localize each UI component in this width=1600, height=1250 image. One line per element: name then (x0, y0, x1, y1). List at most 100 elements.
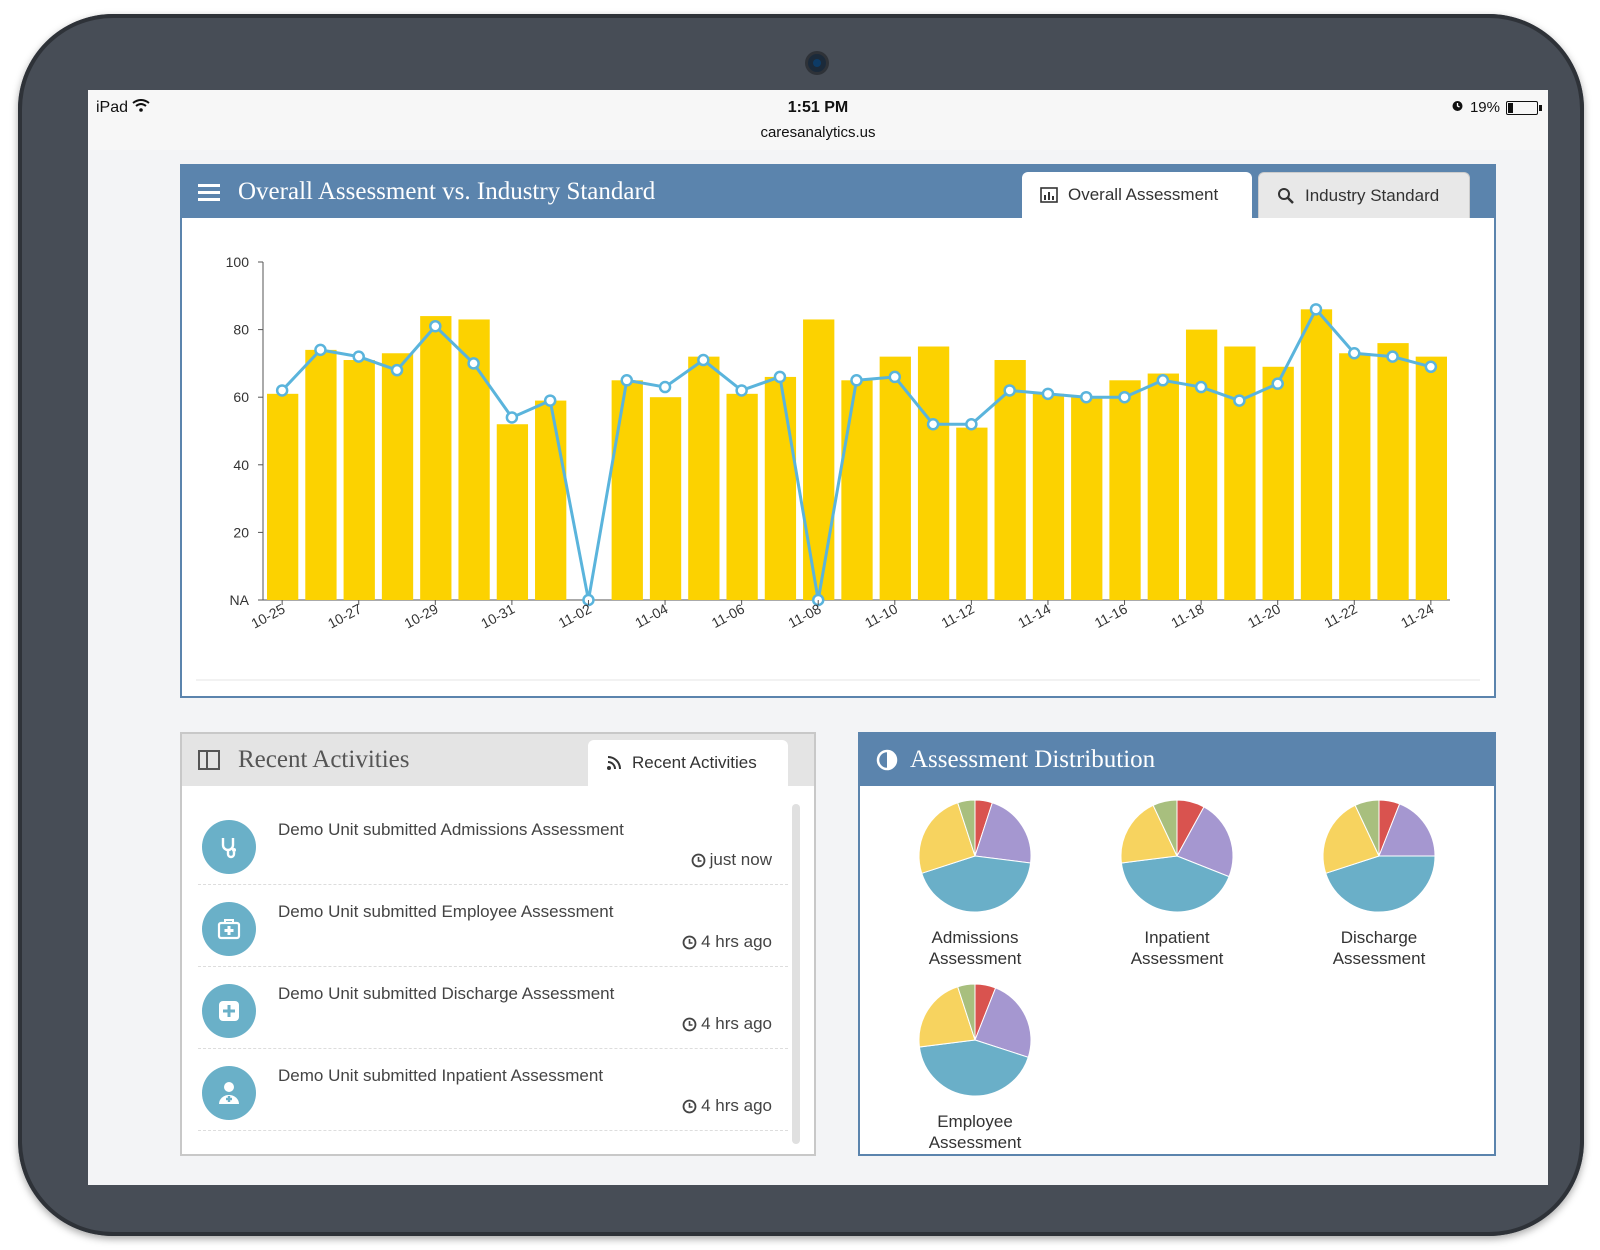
recent-activities-panel: Recent Activities Recent Activities Demo… (180, 732, 816, 1156)
line-point (1079, 390, 1093, 404)
bar (803, 319, 835, 600)
pie-label-line2: Assessment (1332, 949, 1426, 968)
pie-label-line1: Employee (937, 1112, 1013, 1131)
device-label: iPad (96, 99, 129, 117)
pie-slice (974, 802, 1032, 864)
line-point (658, 380, 672, 394)
bar (1377, 343, 1409, 600)
activity-time: 4 hrs ago (682, 1014, 772, 1034)
bar (343, 360, 375, 600)
bar (841, 380, 873, 600)
line-point (1386, 350, 1399, 363)
tab-label: Industry Standard (1305, 185, 1440, 205)
x-tick-label: 10-31 (478, 600, 517, 631)
activities-scrollbar[interactable] (792, 804, 800, 1144)
x-tick-label: 10-27 (325, 600, 364, 631)
line-point (275, 384, 289, 397)
line-point (1041, 387, 1055, 401)
line-point (1348, 347, 1361, 360)
bar (305, 349, 337, 600)
tab-overall-assessment[interactable]: Overall Assessment (1022, 172, 1252, 218)
activity-text: Demo Unit submitted Admissions Assessmen… (278, 820, 624, 839)
columns-icon (198, 750, 220, 770)
activity-time-label: 4 hrs ago (701, 1096, 772, 1115)
pie-label-line2: Assessment (1130, 949, 1224, 968)
line-point (543, 394, 557, 407)
activity-time: 4 hrs ago (682, 1096, 772, 1116)
panel-title: Overall Assessment vs. Industry Standard (238, 178, 656, 205)
activity-item[interactable]: Demo Unit submitted Inpatient Assessment… (198, 1048, 788, 1131)
pie-label-line2: Assessment (928, 949, 1022, 968)
activity-time: 4 hrs ago (682, 932, 772, 952)
pie-discharge[interactable]: Discharge Assessment (1279, 798, 1479, 969)
url-bar[interactable]: caresanalytics.us (760, 124, 876, 141)
bar (726, 393, 758, 600)
rss-icon (607, 756, 621, 770)
menu-icon[interactable] (198, 182, 220, 202)
panel-header: Overall Assessment vs. Industry Standard… (182, 166, 1494, 218)
x-tick-label: 11-20 (1245, 600, 1283, 631)
activity-time-label: just now (709, 850, 772, 869)
bar (267, 393, 299, 600)
pie-slice (957, 799, 976, 857)
x-tick-label: 10-29 (402, 600, 441, 631)
tab-industry-standard[interactable]: Industry Standard (1258, 172, 1470, 218)
panel-header: Assessment Distribution (860, 734, 1494, 786)
activity-item[interactable]: Demo Unit submitted Discharge Assessment… (198, 966, 788, 1049)
line-point (1194, 380, 1208, 394)
y-tick-label: 100 (226, 254, 250, 270)
activity-text: Demo Unit submitted Discharge Assessment (278, 984, 615, 1003)
search-icon (1278, 187, 1294, 204)
pie-slice (918, 1039, 1029, 1097)
line-point (352, 350, 365, 363)
pie-label-line1: Admissions (931, 928, 1019, 947)
bar (496, 424, 529, 600)
adjust-icon (876, 749, 898, 771)
pie-employee[interactable]: Employee Assessment (875, 982, 1075, 1153)
pie-slice (918, 802, 976, 874)
pie-admissions[interactable]: Admissions Assessment (875, 798, 1075, 969)
bar (1224, 346, 1256, 600)
activity-text: Demo Unit submitted Employee Assessment (278, 902, 614, 921)
plus-square-icon (202, 984, 256, 1038)
pie-label: Discharge Assessment (1279, 927, 1479, 969)
alarm-icon (1451, 99, 1464, 116)
pie-chart (1322, 799, 1436, 913)
tab-recent-activities[interactable]: Recent Activities (588, 740, 788, 786)
line-point (697, 353, 710, 367)
bar (688, 356, 720, 600)
clock-icon (682, 935, 697, 949)
bar (611, 380, 643, 600)
panel-header: Recent Activities Recent Activities (182, 734, 814, 786)
activity-item[interactable]: Demo Unit submitted Admissions Assessmen… (198, 802, 788, 885)
line-point (1233, 394, 1246, 407)
pie-slice (957, 983, 976, 1041)
assessment-bar-chart: NA 20 40 60 80 100 10-25 10-27 10-29 10-31 11-02 11… (196, 254, 1480, 681)
bar (1339, 353, 1371, 600)
bar (1262, 366, 1294, 600)
activity-text: Demo Unit submitted Inpatient Assessment (278, 1066, 604, 1085)
activity-item[interactable]: Demo Unit submitted Employee Assessment … (198, 884, 788, 967)
pie-chart (1120, 799, 1234, 913)
y-tick-label: NA (230, 592, 250, 608)
x-tick-label: 11-10 (862, 600, 900, 631)
y-tick-label: 20 (233, 524, 249, 540)
x-tick-label: 11-24 (1398, 600, 1436, 631)
pie-label: Employee Assessment (875, 1111, 1075, 1153)
line-point (1424, 360, 1438, 374)
pie-inpatient[interactable]: Inpatient Assessment (1077, 798, 1277, 969)
line-point (1003, 384, 1016, 397)
line-point (620, 374, 634, 387)
bar (1109, 380, 1141, 600)
bar (535, 400, 567, 600)
line-point (314, 343, 327, 357)
pie-chart (918, 983, 1032, 1097)
line-point (888, 370, 902, 384)
pie-slice (918, 986, 976, 1048)
bar (1147, 373, 1179, 600)
line-point (390, 363, 404, 377)
pie-slice (921, 855, 1032, 913)
bar-chart-icon (1040, 187, 1058, 203)
y-tick-label: 60 (233, 389, 249, 405)
line-point (735, 384, 748, 397)
